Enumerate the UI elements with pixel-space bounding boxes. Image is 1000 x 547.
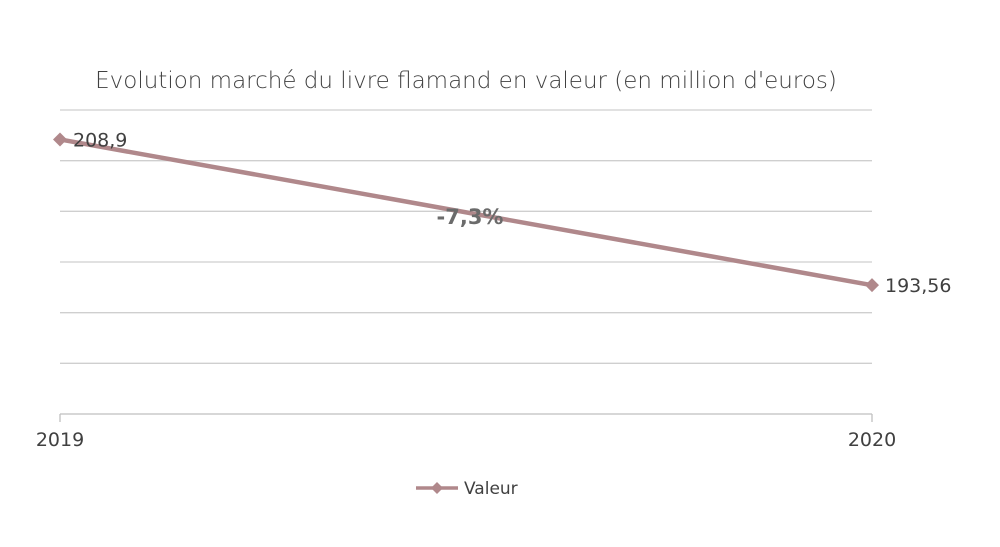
series-valeur [53, 132, 879, 293]
gridlines [60, 109, 872, 364]
chart-title: Evolution marché du livre flamand en val… [95, 68, 837, 94]
x-tick-label: 2020 [848, 429, 896, 451]
series-line [59, 137, 873, 288]
legend: Valeur [416, 479, 518, 499]
legend-marker [431, 482, 443, 494]
legend-label: Valeur [464, 479, 518, 499]
data-point [53, 132, 67, 147]
x-axis: 2019 2020 [36, 413, 896, 451]
change-annotation: -7,3% [437, 205, 504, 229]
data-label: 208,9 [73, 129, 127, 151]
data-labels: 208,9 193,56 [73, 129, 951, 297]
data-label: 193,56 [885, 275, 951, 297]
data-point [865, 278, 879, 293]
x-tick-label: 2019 [36, 429, 84, 451]
